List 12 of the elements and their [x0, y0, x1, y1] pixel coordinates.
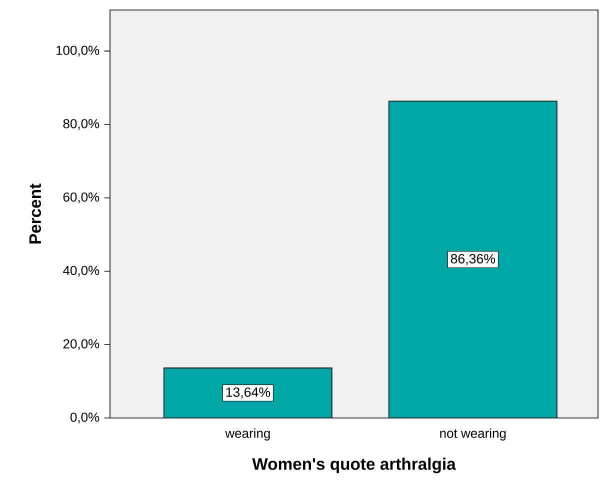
y-tick-label: 80,0%	[63, 119, 100, 130]
y-tick-label: 40,0%	[63, 266, 100, 277]
x-axis-title: Women's quote arthralgia	[252, 458, 456, 474]
y-tick-label: 60,0%	[63, 192, 100, 204]
data-label: 86,36%	[450, 254, 496, 266]
x-tick-label: wearing	[225, 428, 270, 441]
x-tick-label: not wearing	[440, 428, 506, 441]
y-tick-label: 20,0%	[63, 339, 100, 350]
y-axis-title: Percent	[29, 184, 42, 244]
y-tick-label: 0,0%	[70, 412, 100, 424]
y-tick-label: 100,0%	[56, 46, 100, 56]
data-label: 13,64%	[226, 387, 270, 398]
